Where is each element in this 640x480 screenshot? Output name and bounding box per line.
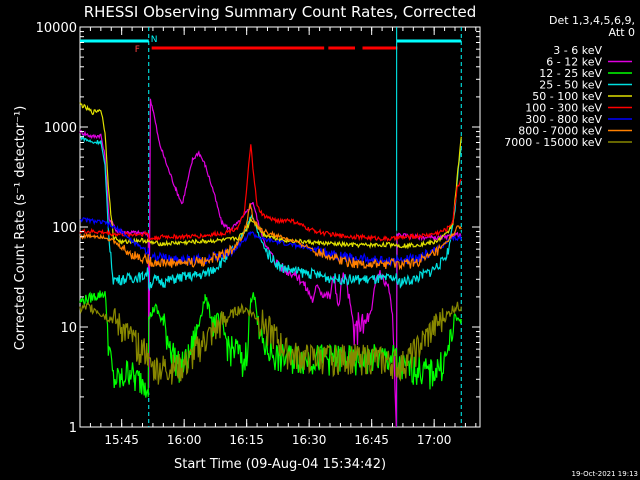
night-flag-label: N [151, 35, 158, 45]
chart-title: RHESSI Observing Summary Count Rates, Co… [84, 3, 477, 21]
footer-timestamp: 19-Oct-2021 19:13 [572, 470, 638, 478]
series-line [79, 217, 462, 268]
flag-indicators: NF [80, 27, 462, 427]
legend-header: Det 1,3,4,5,6,9, [549, 14, 635, 27]
y-tick-label: 1 [69, 421, 77, 436]
x-tick-label: 16:45 [354, 433, 389, 447]
legend-label: 12 - 25 keV [539, 67, 602, 80]
series-line [79, 301, 462, 385]
legend-label: 3 - 6 keV [553, 44, 602, 57]
legend-label: 25 - 50 keV [539, 79, 602, 92]
legend-label: 100 - 300 keV [525, 102, 602, 115]
y-tick-label: 1000 [44, 121, 77, 136]
x-axis-label: Start Time (09-Aug-04 15:34:42) [174, 457, 386, 472]
y-tick-label: 10 [60, 321, 77, 336]
legend-label: 50 - 100 keV [532, 90, 602, 103]
series-line [79, 290, 462, 398]
x-tick-label: 16:00 [167, 433, 202, 447]
y-axis-label: Corrected Count Rate (s⁻¹ detector⁻¹) [13, 106, 28, 351]
y-tick-label: 100 [52, 221, 77, 236]
x-tick-label: 15:45 [104, 433, 139, 447]
series-line [79, 134, 462, 292]
legend-label: 7000 - 15000 keV [504, 136, 602, 149]
axes: 15:45 16:00 16:15 16:30 16:45 17:00 1 10 100 1000… [36, 21, 480, 447]
legend-label: 300 - 800 keV [525, 113, 602, 126]
series-line [79, 203, 462, 271]
legend-label: 6 - 12 keV [546, 56, 602, 69]
x-tick-label: 16:15 [229, 433, 264, 447]
series-lines [79, 98, 462, 428]
y-tick-label: 10000 [36, 21, 77, 36]
flare-flag-label: F [135, 45, 140, 55]
series-line [79, 144, 462, 243]
x-tick-label: 17:00 [417, 433, 452, 447]
legend-label: 800 - 7000 keV [518, 125, 602, 138]
series-line [79, 102, 462, 250]
legend-header: Att 0 [609, 26, 635, 39]
x-tick-label: 16:30 [292, 433, 327, 447]
